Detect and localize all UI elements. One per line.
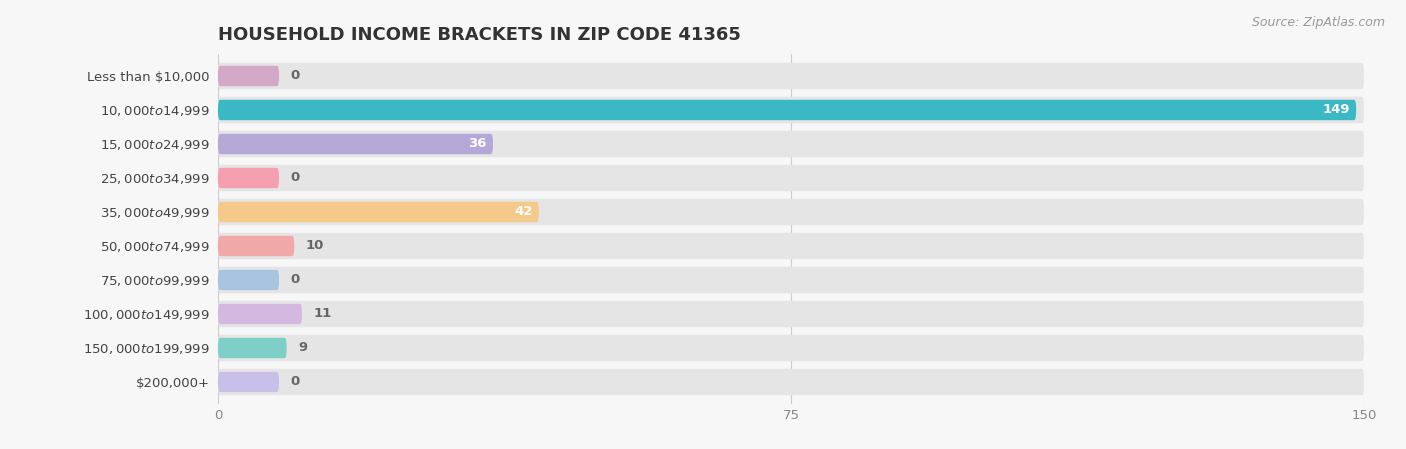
- Text: 0: 0: [291, 375, 299, 388]
- FancyBboxPatch shape: [218, 202, 538, 222]
- Text: 10: 10: [305, 239, 325, 252]
- FancyBboxPatch shape: [218, 199, 1364, 225]
- FancyBboxPatch shape: [218, 165, 1364, 191]
- Text: 0: 0: [291, 70, 299, 83]
- Text: 36: 36: [468, 137, 486, 150]
- FancyBboxPatch shape: [218, 267, 1364, 293]
- FancyBboxPatch shape: [218, 372, 278, 392]
- FancyBboxPatch shape: [218, 304, 302, 324]
- FancyBboxPatch shape: [218, 338, 287, 358]
- Text: 0: 0: [291, 172, 299, 185]
- Text: HOUSEHOLD INCOME BRACKETS IN ZIP CODE 41365: HOUSEHOLD INCOME BRACKETS IN ZIP CODE 41…: [218, 26, 741, 44]
- FancyBboxPatch shape: [218, 369, 1364, 395]
- FancyBboxPatch shape: [218, 236, 294, 256]
- FancyBboxPatch shape: [218, 233, 1364, 259]
- Text: 9: 9: [298, 342, 308, 355]
- FancyBboxPatch shape: [218, 134, 494, 154]
- FancyBboxPatch shape: [218, 270, 278, 290]
- FancyBboxPatch shape: [218, 335, 1364, 361]
- Text: 11: 11: [314, 308, 332, 321]
- Text: Source: ZipAtlas.com: Source: ZipAtlas.com: [1251, 16, 1385, 29]
- FancyBboxPatch shape: [218, 168, 278, 188]
- FancyBboxPatch shape: [218, 100, 1357, 120]
- FancyBboxPatch shape: [218, 301, 1364, 327]
- Text: 0: 0: [291, 273, 299, 286]
- Text: 149: 149: [1323, 103, 1350, 116]
- Text: 42: 42: [515, 206, 533, 219]
- FancyBboxPatch shape: [218, 131, 1364, 157]
- FancyBboxPatch shape: [218, 66, 278, 86]
- FancyBboxPatch shape: [218, 97, 1364, 123]
- FancyBboxPatch shape: [218, 63, 1364, 89]
